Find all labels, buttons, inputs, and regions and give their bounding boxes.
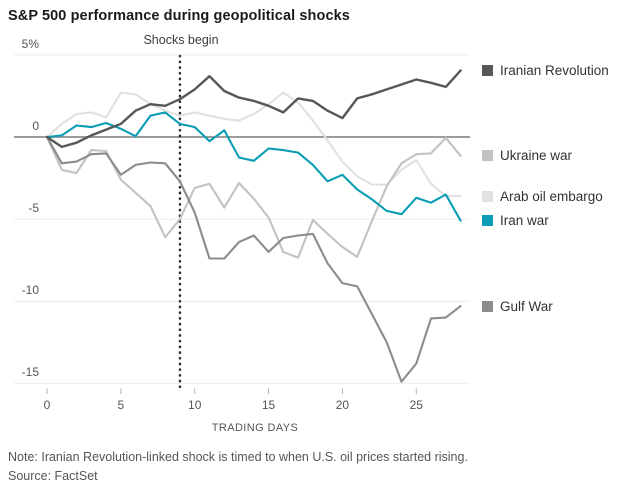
x-axis-title: TRADING DAYS	[211, 422, 299, 434]
x-tick-label: 20	[335, 398, 350, 412]
legend-swatch-icon	[482, 190, 493, 202]
legend-label: Iranian Revolution	[500, 62, 609, 78]
series-line-ukraine-war	[45, 135, 462, 259]
legend-item-arab-oil-embargo: Arab oil embargo	[482, 188, 603, 204]
x-tick-label: 5	[117, 398, 125, 412]
legend-swatch-icon	[482, 150, 493, 162]
legend-swatch-icon	[482, 64, 493, 76]
x-tick-label: 15	[261, 398, 276, 412]
y-tick-label: 0	[32, 119, 39, 133]
y-tick-label: 5%	[21, 36, 39, 51]
y-tick-label: -15	[21, 365, 39, 380]
x-tick-label: 25	[409, 398, 423, 412]
chart-title: S&P 500 performance during geopolitical …	[8, 8, 350, 24]
legend-label: Arab oil embargo	[500, 188, 603, 204]
legend-item-iran-war: Iran war	[482, 213, 549, 229]
x-tick-label: 0	[43, 398, 51, 412]
legend-swatch-icon	[482, 215, 493, 227]
legend-item-iranian-revolution: Iranian Revolution	[482, 62, 609, 78]
x-tick-label: 10	[188, 398, 202, 412]
chart-note: Note: Iranian Revolution-linked shock is…	[8, 450, 468, 464]
series-line-iranian-revolution	[45, 69, 462, 149]
legend-item-ukraine-war: Ukraine war	[482, 148, 572, 164]
shock-annotation: Shocks begin	[143, 33, 219, 47]
legend-label: Gulf War	[500, 298, 553, 314]
y-tick-label: -10	[21, 283, 39, 298]
series-line-arab-oil-embargo	[45, 91, 462, 198]
series-line-gulf-war	[45, 135, 462, 383]
y-tick-label: -5	[28, 201, 39, 216]
legend-label: Iran war	[500, 213, 549, 229]
legend-swatch-icon	[482, 300, 493, 312]
chart-source: Source: FactSet	[8, 469, 98, 483]
legend-item-gulf-war: Gulf War	[482, 298, 553, 314]
legend-label: Ukraine war	[500, 148, 573, 164]
